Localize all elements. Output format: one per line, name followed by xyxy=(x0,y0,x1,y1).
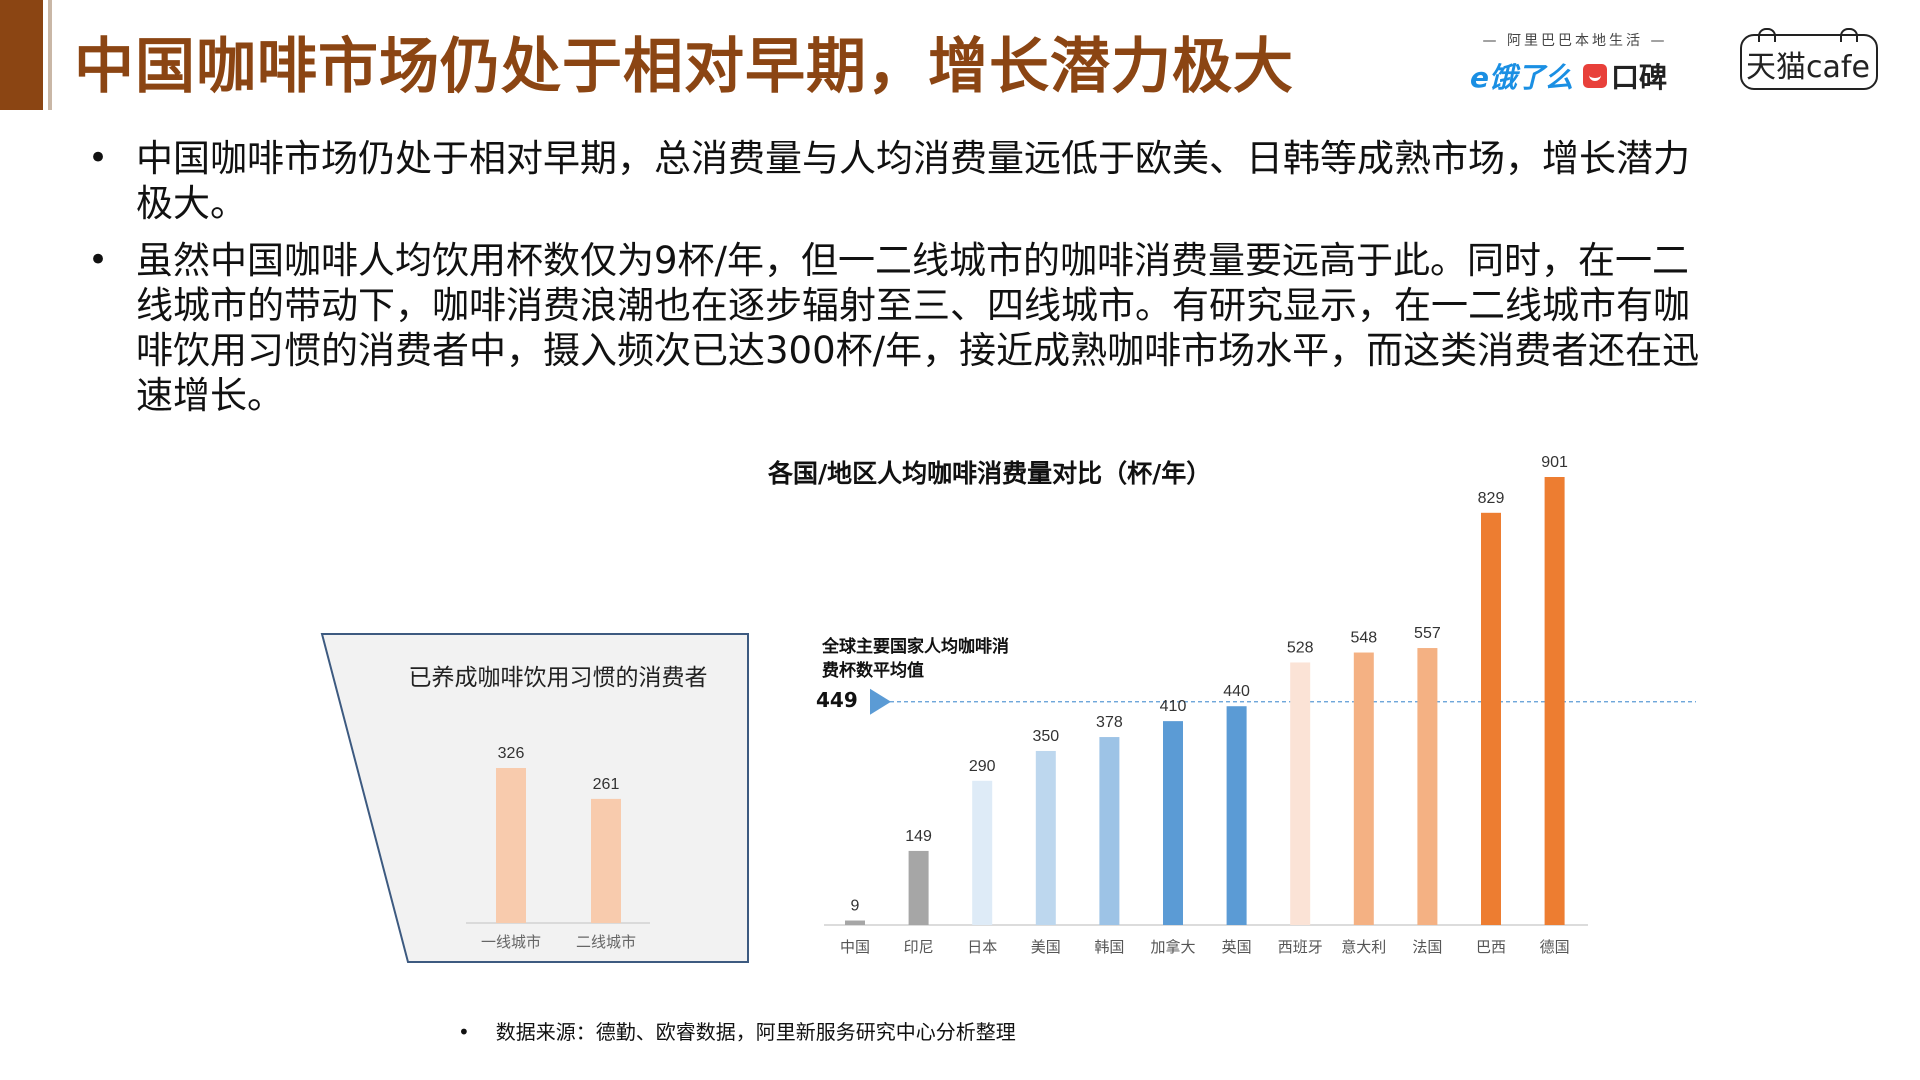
bar xyxy=(1481,512,1501,925)
category-label: 意大利 xyxy=(1341,938,1386,956)
bullet-list: • 中国咖啡市场仍处于相对早期，总消费量与人均消费量远低于欧美、日韩等成熟市场，增… xyxy=(80,136,1700,430)
category-label: 印尼 xyxy=(904,938,934,956)
bar-value-label: 410 xyxy=(1160,698,1187,715)
main-chart-title: 各国/地区人均咖啡消费量对比（杯/年） xyxy=(768,459,1212,488)
category-label: 法国 xyxy=(1412,938,1442,956)
bar xyxy=(845,920,865,925)
category-label: 韩国 xyxy=(1094,938,1124,956)
inset-bar xyxy=(496,768,526,923)
inset-category-label: 一线城市 xyxy=(481,933,541,951)
inset-bar-value-label: 261 xyxy=(593,776,620,793)
category-label: 日本 xyxy=(967,938,997,956)
alibaba-local-logo: — 阿里巴巴本地生活 — e饿了么 口碑 xyxy=(1470,30,1680,94)
bar-value-label: 290 xyxy=(969,758,996,775)
average-line-label: 全球主要国家人均咖啡消费杯数平均值 xyxy=(822,637,1009,681)
bar xyxy=(1290,662,1311,925)
bar xyxy=(1353,652,1374,925)
eleme-logo: e饿了么 xyxy=(1470,61,1574,94)
bar-value-label: 149 xyxy=(905,828,932,845)
category-label: 西班牙 xyxy=(1278,938,1323,956)
bullet-item: • 虽然中国咖啡人均饮用杯数仅为9杯/年，但一二线城市的咖啡消费量要远高于此。同时… xyxy=(88,239,1700,417)
bar-value-label: 557 xyxy=(1414,625,1441,642)
bar xyxy=(908,850,929,925)
bar xyxy=(1417,648,1438,925)
page-title: 中国咖啡市场仍处于相对早期，增长潜力极大 xyxy=(74,32,1294,102)
bar-value-label: 378 xyxy=(1096,714,1123,731)
source-bullet-icon: • xyxy=(458,1020,470,1044)
inset-panel-shape xyxy=(320,633,749,963)
corner-accent-block xyxy=(0,0,43,110)
inset-chart: 326 一线城市 261 二线城市 xyxy=(320,633,749,963)
category-label: 美国 xyxy=(1031,938,1061,956)
category-label: 德国 xyxy=(1540,938,1570,956)
category-label: 巴西 xyxy=(1476,938,1506,956)
bar-value-label: 9 xyxy=(851,898,860,915)
alibaba-local-text: — 阿里巴巴本地生活 — xyxy=(1482,33,1668,49)
koubei-logo: 口碑 xyxy=(1583,56,1667,96)
tmall-cafe-logo: 天猫cafe xyxy=(1740,28,1878,90)
inset-chart-panel: 326 一线城市 261 二线城市 已养成咖啡饮用习惯的消费者 xyxy=(318,628,750,964)
category-label: 英国 xyxy=(1222,938,1252,956)
average-line-value: 449 xyxy=(816,687,858,712)
bar xyxy=(1035,750,1056,925)
corner-accent-line xyxy=(48,0,52,110)
category-label: 加拿大 xyxy=(1150,938,1195,956)
bar xyxy=(1099,737,1120,925)
inset-chart-title: 已养成咖啡饮用习惯的消费者 xyxy=(408,665,708,691)
inset-category-label: 二线城市 xyxy=(576,933,636,951)
koubei-icon xyxy=(1583,64,1608,88)
bullet-dot-icon: • xyxy=(88,138,109,178)
bar-value-label: 440 xyxy=(1223,683,1250,700)
bullet-dot-icon: • xyxy=(88,240,109,280)
inset-bar xyxy=(591,798,621,923)
source-note: • 数据来源：德勤、欧睿数据，阿里新服务研究中心分析整理 xyxy=(458,1020,1016,1044)
bar-value-label: 548 xyxy=(1350,630,1377,647)
bar xyxy=(1226,706,1247,925)
bar-value-label: 901 xyxy=(1541,454,1568,471)
bar-value-label: 528 xyxy=(1287,639,1314,656)
bar-value-label: 829 xyxy=(1478,490,1505,507)
bar xyxy=(972,780,993,925)
bullet-item: • 中国咖啡市场仍处于相对早期，总消费量与人均消费量远低于欧美、日韩等成熟市场，增… xyxy=(88,137,1690,225)
average-marker-icon xyxy=(870,688,891,715)
bar xyxy=(1163,721,1183,925)
inset-bar-value-label: 326 xyxy=(498,745,525,762)
bar xyxy=(1544,477,1565,925)
category-label: 中国 xyxy=(840,938,870,956)
bar-value-label: 350 xyxy=(1032,728,1059,745)
